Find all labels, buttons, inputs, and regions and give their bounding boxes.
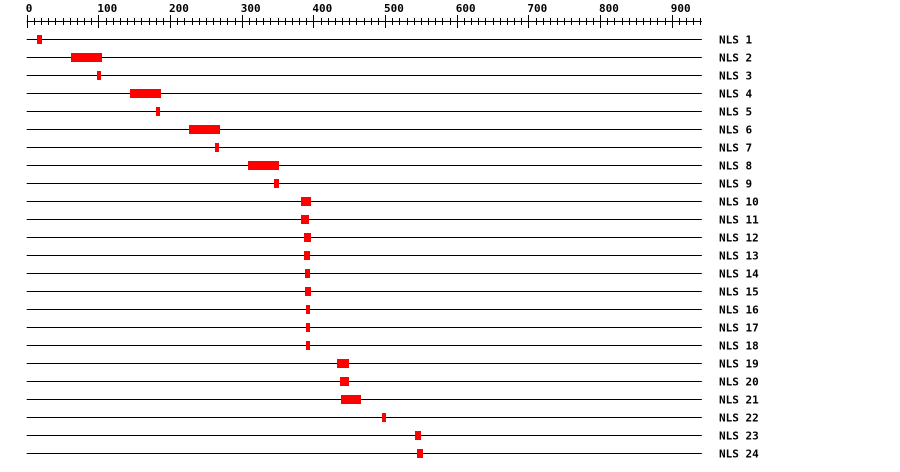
track-label: NLS 6: [719, 124, 752, 137]
position-ruler: 0 100 200 300 400 500 600 700 800 900: [26, 2, 702, 28]
track-label: NLS 3: [719, 70, 752, 83]
track-label: NLS 1: [719, 34, 752, 47]
nls-track: NLS 14: [26, 268, 759, 281]
nls-track: NLS 11: [26, 214, 759, 227]
nls-track: NLS 9: [26, 178, 752, 191]
nls-region-bar: [301, 215, 309, 224]
nls-track: NLS 21: [26, 394, 759, 407]
track-label: NLS 14: [719, 268, 759, 281]
track-label: NLS 2: [719, 52, 752, 65]
nls-region-bar: [306, 323, 310, 332]
ruler-tick-label: 700: [527, 2, 547, 15]
nls-track: NLS 7: [26, 142, 752, 155]
nls-region-bar: [37, 35, 42, 44]
nls-track: NLS 19: [26, 358, 759, 371]
nls-region-bar: [415, 431, 421, 440]
nls-region-bar: [248, 161, 279, 170]
nls-track: NLS 22: [26, 412, 759, 425]
nls-track: NLS 23: [26, 430, 759, 443]
nls-region-bar: [305, 269, 310, 278]
track-label: NLS 24: [719, 448, 759, 461]
track-label: NLS 20: [719, 376, 759, 389]
track-label: NLS 17: [719, 322, 759, 335]
track-label: NLS 7: [719, 142, 752, 155]
nls-region-bar: [340, 377, 349, 386]
nls-track: NLS 13: [26, 250, 759, 263]
track-label: NLS 11: [719, 214, 759, 227]
nls-region-bar: [417, 449, 423, 458]
nls-track: NLS 16: [26, 304, 759, 317]
nls-track: NLS 2: [26, 52, 752, 65]
track-label: NLS 15: [719, 286, 759, 299]
ruler-tick-label: 300: [241, 2, 261, 15]
nls-region-bar: [97, 71, 101, 80]
nls-track: NLS 20: [26, 376, 759, 389]
track-label: NLS 4: [719, 88, 752, 101]
nls-region-bar: [306, 305, 310, 314]
track-label: NLS 16: [719, 304, 759, 317]
ruler-tick-label: 800: [599, 2, 619, 15]
nls-region-bar: [304, 233, 311, 242]
ruler-tick-label: 600: [456, 2, 476, 15]
nls-track: NLS 6: [26, 124, 752, 137]
track-label: NLS 19: [719, 358, 759, 371]
nls-track: NLS 12: [26, 232, 759, 245]
nls-track: NLS 24: [26, 448, 759, 461]
track-label: NLS 23: [719, 430, 759, 443]
ruler-tick-label: 900: [671, 2, 691, 15]
track-label: NLS 12: [719, 232, 759, 245]
nls-track: NLS 3: [26, 70, 752, 83]
track-label: NLS 21: [719, 394, 759, 407]
nls-track: NLS 1: [26, 34, 752, 47]
nls-tracks: NLS 1 NLS 2 NLS 3 NLS 4 NLS 5 NLS 6 NLS 7 NLS 8…: [26, 34, 759, 461]
nls-region-bar: [305, 287, 311, 296]
nls-region-bar: [215, 143, 219, 152]
nls-region-bar: [304, 251, 310, 260]
ruler-tick-label: 500: [384, 2, 404, 15]
nls-region-bar: [274, 179, 279, 188]
nls-region-bar: [189, 125, 220, 134]
nls-track: NLS 15: [26, 286, 759, 299]
nls-track: NLS 8: [26, 160, 752, 173]
nls-region-bar: [130, 89, 161, 98]
nls-track: NLS 17: [26, 322, 759, 335]
track-label: NLS 18: [719, 340, 759, 353]
ruler-tick-label: 100: [97, 2, 117, 15]
nls-region-bar: [301, 197, 311, 206]
nls-track: NLS 4: [26, 88, 752, 101]
nls-region-bar: [71, 53, 102, 62]
nls-track: NLS 10: [26, 196, 759, 209]
nls-region-bar: [382, 413, 386, 422]
nls-region-bar: [337, 359, 349, 368]
track-label: NLS 13: [719, 250, 759, 263]
track-label: NLS 10: [719, 196, 759, 209]
ruler-tick-label: 400: [312, 2, 332, 15]
track-label: NLS 22: [719, 412, 759, 425]
nls-region-bar: [156, 107, 160, 116]
nls-track: NLS 5: [26, 106, 752, 119]
track-label: NLS 5: [719, 106, 752, 119]
ruler-tick-label: 0: [26, 2, 33, 15]
nls-region-bar: [306, 341, 310, 350]
track-label: NLS 8: [719, 160, 752, 173]
track-label: NLS 9: [719, 178, 752, 191]
nls-region-bar: [341, 395, 361, 404]
ruler-tick-label: 200: [169, 2, 189, 15]
nls-track: NLS 18: [26, 340, 759, 353]
